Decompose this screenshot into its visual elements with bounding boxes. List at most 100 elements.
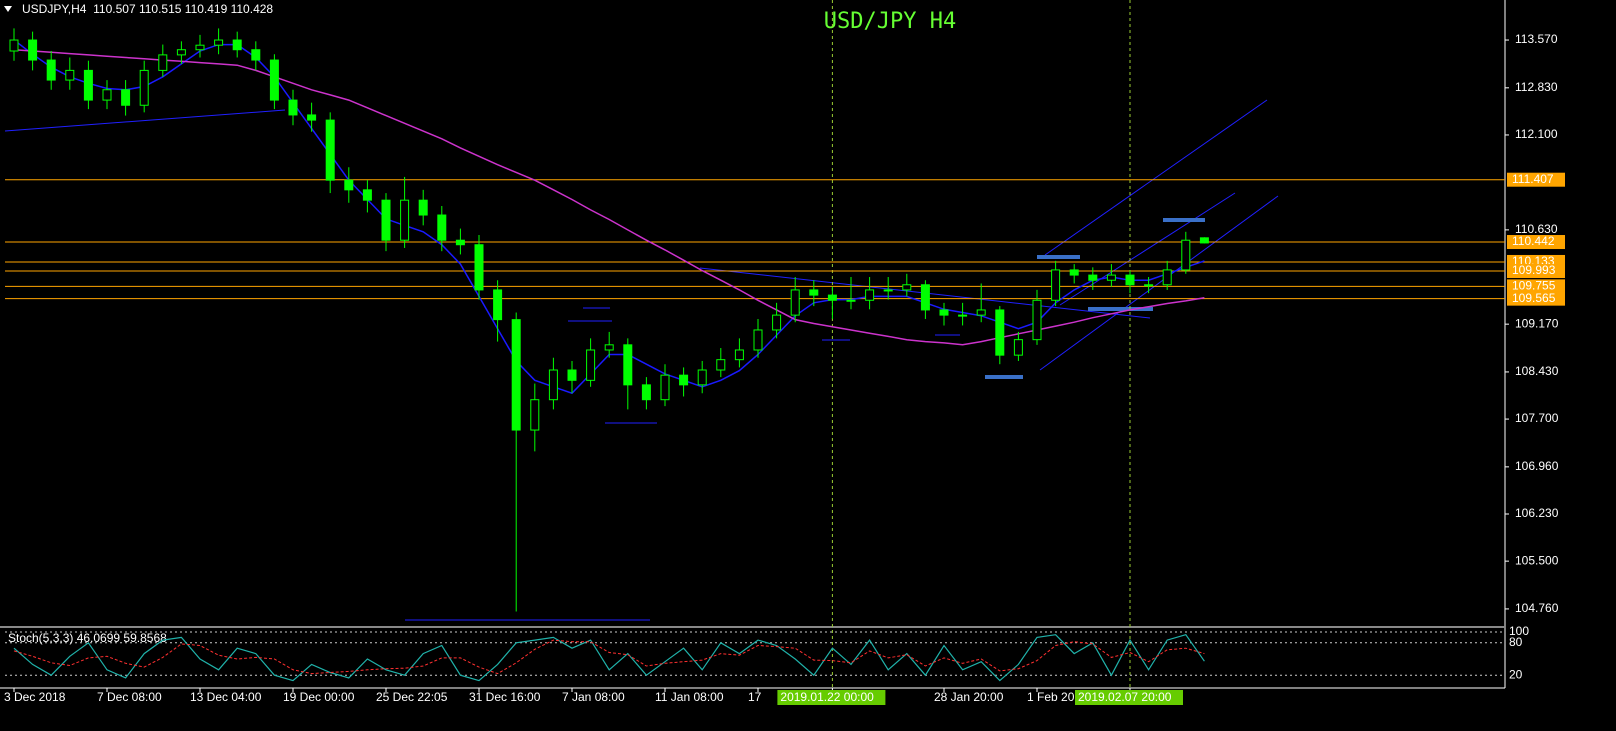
y-tick-label: 106.230 [1515, 506, 1559, 520]
candle-body [381, 199, 391, 241]
level-label: 109.993 [1512, 263, 1556, 277]
marker-label-bg [777, 690, 886, 705]
stoch-tick-label: 20 [1509, 667, 1523, 681]
candle-body [251, 49, 261, 61]
candle-body [772, 314, 782, 331]
candle-body [288, 99, 298, 116]
candle-body [214, 39, 224, 46]
candle-body [1069, 269, 1079, 276]
candle-body [920, 284, 930, 311]
stoch-label: Stoch(5,3,3) 46.0699 59.8568 [8, 631, 167, 645]
candle-body [1162, 269, 1172, 286]
candle-body [1199, 237, 1209, 244]
level-label-bg [1507, 279, 1565, 294]
thick-dashes [985, 218, 1205, 379]
candle-body [176, 49, 186, 56]
candle-body [883, 289, 893, 292]
candle-body [65, 69, 75, 81]
x-tick-label: 25 Dec 22:05 [376, 690, 448, 704]
trend-line [4, 109, 286, 132]
x-tick-label: 7 Jan 08:00 [562, 690, 625, 704]
candle-body [902, 284, 912, 291]
candle-body [418, 199, 428, 216]
candle-body [827, 294, 837, 301]
x-tick-label: 7 Dec 08:00 [97, 690, 162, 704]
candle-body [511, 319, 521, 431]
candle-body [344, 179, 354, 191]
moving-average [13, 48, 1205, 346]
candle-body [158, 54, 168, 71]
y-tick-label: 107.700 [1515, 411, 1559, 425]
level-label-bg [1507, 172, 1565, 187]
y-tick-label: 113.570 [1515, 32, 1558, 46]
candle-body [976, 309, 986, 316]
candle-body [102, 89, 112, 101]
level-label: 109.755 [1512, 279, 1556, 293]
x-tick-label: 3 Dec 2018 [4, 690, 66, 704]
y-tick-label: 108.430 [1515, 364, 1559, 378]
level-label: 109.565 [1512, 291, 1556, 305]
menu-icon[interactable] [4, 6, 12, 12]
candle-body [83, 69, 93, 101]
x-tick-label: 11 Jan 08:00 [655, 690, 724, 704]
candle-body [400, 199, 410, 241]
candle-body [865, 289, 875, 301]
stoch-main [13, 634, 1205, 682]
candle-body [1125, 274, 1135, 286]
candle-body [474, 244, 484, 291]
y-tick-label: 104.760 [1515, 601, 1559, 615]
x-tick-label: 31 Dec 16:00 [469, 690, 541, 704]
candle-body [586, 349, 596, 381]
candle-body [939, 309, 949, 316]
candle-body [121, 89, 131, 106]
candle-body [753, 329, 763, 351]
candle-body [455, 239, 465, 246]
candle-body [641, 384, 651, 401]
level-label: 110.442 [1512, 234, 1555, 248]
candle-body [679, 374, 689, 386]
candle-body [195, 44, 205, 51]
y-tick-label: 106.960 [1515, 459, 1559, 473]
candle-body [139, 69, 149, 106]
candle-body [1032, 299, 1042, 341]
y-tick-label: 105.500 [1515, 553, 1559, 567]
x-tick-label: 13 Dec 04:00 [190, 690, 262, 704]
candle-body [269, 59, 279, 101]
candle-body [530, 399, 540, 431]
candle-body [1181, 239, 1191, 271]
candle-body [307, 114, 317, 121]
channel-line [1044, 99, 1268, 256]
candle-body [958, 314, 968, 317]
candle-body [734, 349, 744, 361]
candle-body [548, 369, 558, 401]
candle-body [716, 359, 726, 371]
x-tick-label: 28 Jan 20:00 [934, 690, 1004, 704]
candle-body [1051, 269, 1061, 301]
candle-body [1106, 274, 1116, 281]
candle-body [567, 369, 577, 381]
y-tick-label: 112.830 [1515, 80, 1558, 94]
marker-label-bg [1075, 690, 1183, 705]
x-tick-label: 17 [748, 690, 762, 704]
candle-body [46, 59, 56, 81]
candle-body [790, 289, 800, 316]
candle-body [846, 299, 856, 302]
candle-body [437, 214, 447, 241]
stoch-tick-label: 80 [1509, 635, 1523, 649]
level-label-bg [1507, 235, 1565, 250]
stoch-signal [13, 639, 1205, 675]
stoch-tick-label: 100 [1509, 624, 1529, 638]
candle-body [697, 369, 707, 386]
candle-body [232, 39, 242, 51]
candle-body [325, 119, 335, 181]
candle-body [1144, 284, 1154, 287]
candle-body [1013, 339, 1023, 356]
candle-body [660, 374, 670, 401]
channel-line [1039, 195, 1279, 371]
candle-body [1088, 274, 1098, 281]
chart-title: USD/JPY H4 [824, 9, 956, 34]
candle-body [28, 39, 38, 61]
level-label: 111.407 [1512, 172, 1554, 186]
